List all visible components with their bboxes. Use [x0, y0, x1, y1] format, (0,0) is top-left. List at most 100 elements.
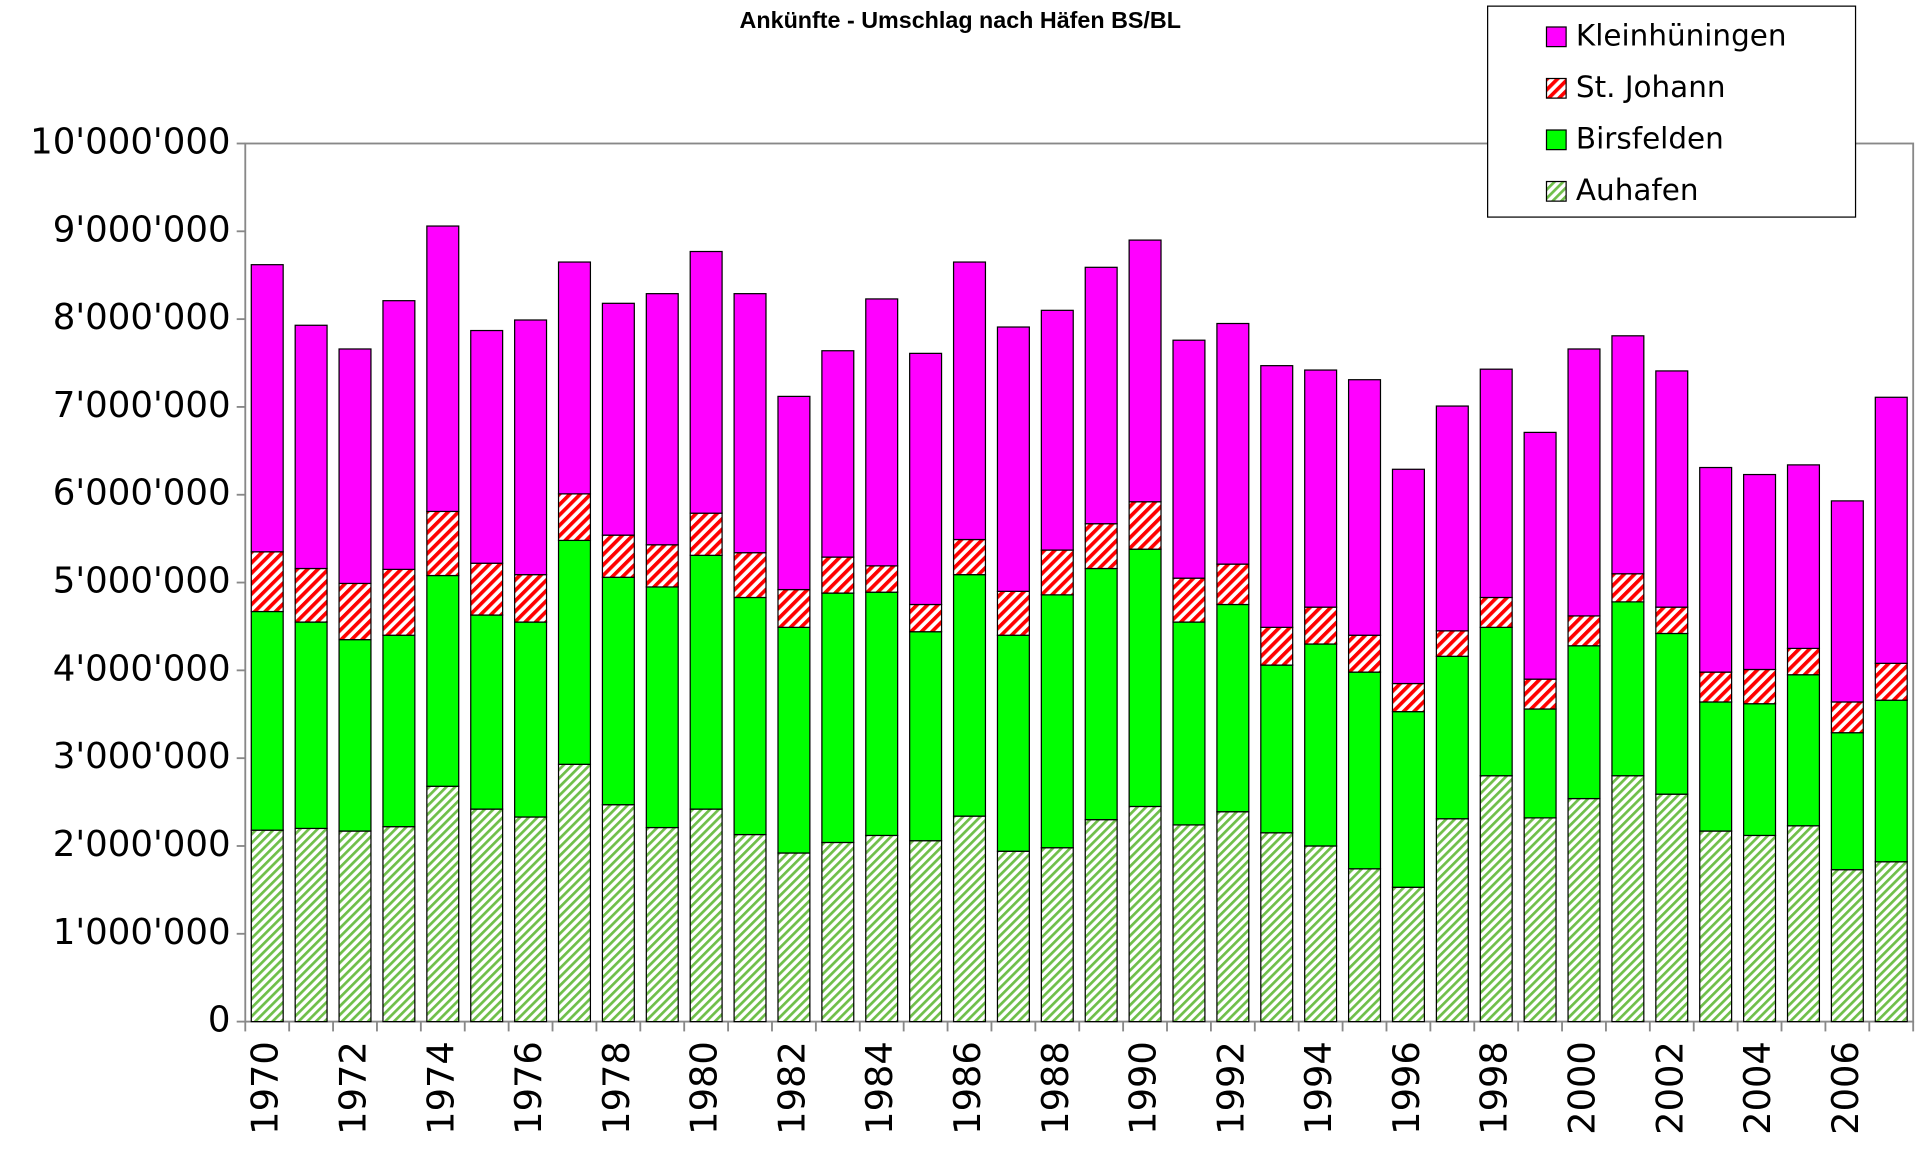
x-tick-label: 1986 [946, 1041, 989, 1135]
y-tick-label: 0 [208, 1000, 231, 1041]
bar-segment [557, 763, 592, 1023]
bar-segment [1830, 732, 1864, 871]
bar-segment [865, 591, 899, 837]
bar-segment [733, 552, 767, 599]
bar-segment [1172, 577, 1206, 623]
bar-segment [1435, 655, 1469, 820]
bar-segment [909, 352, 943, 606]
bar-segment [382, 568, 416, 636]
bar-segment [821, 592, 855, 844]
bar-segment [821, 556, 855, 594]
bar-segment [1874, 861, 1908, 1023]
bar-segment [952, 538, 987, 576]
bar-segment [1216, 811, 1250, 1023]
bar-segment [909, 603, 943, 633]
bar-segment [1786, 825, 1821, 1023]
y-tick-label: 2'000'000 [53, 824, 231, 865]
bar-segment [996, 326, 1030, 592]
y-tick-label: 10'000'000 [30, 121, 230, 162]
bar-segment [1743, 703, 1777, 837]
bar-segment [338, 582, 372, 641]
bar-segment [1479, 775, 1513, 1023]
x-tick-label: 1994 [1297, 1041, 1340, 1135]
bar-segment [470, 808, 504, 1023]
bar-segment [250, 551, 284, 613]
x-tick-label: 1970 [244, 1041, 287, 1135]
bar-segment [1172, 339, 1206, 579]
legend-label: Birsfelden [1576, 121, 1724, 155]
bar-segment [645, 586, 679, 829]
bar-segment [1040, 594, 1074, 849]
bar-segment [1699, 701, 1733, 832]
x-tick-label: 1992 [1209, 1041, 1252, 1135]
bar-segment [1391, 682, 1425, 713]
bar-segment [865, 565, 899, 593]
bar-segment [1216, 322, 1250, 565]
bar-segment [601, 576, 635, 806]
bar-segment [1567, 645, 1601, 800]
bar-segment [601, 302, 635, 536]
bar-segment [821, 841, 855, 1023]
bar-segment [470, 329, 504, 564]
bar-segment [1391, 711, 1425, 888]
y-tick-label: 5'000'000 [53, 561, 231, 602]
bar-segment [338, 639, 372, 832]
bar-segment [1128, 501, 1162, 550]
bar-segment [645, 826, 679, 1023]
bar-segment [645, 544, 679, 588]
bar-segment [1347, 634, 1382, 673]
bar-segment [1786, 674, 1821, 827]
bar-segment [382, 634, 416, 828]
bar-segment [865, 834, 899, 1023]
bar-segment [470, 562, 504, 616]
bar-segment [689, 808, 723, 1023]
legend-swatch [1545, 180, 1567, 202]
bar-segment [294, 827, 328, 1023]
bar-segment [1084, 819, 1118, 1023]
bar-segment [1391, 886, 1425, 1023]
bar-segment [996, 634, 1030, 852]
bar-segment [1347, 671, 1382, 870]
y-tick-label: 9'000'000 [53, 209, 231, 250]
bar-segment [689, 512, 723, 556]
bar-segment [1567, 615, 1601, 647]
bar-segment [689, 250, 723, 514]
bar-segment [426, 574, 460, 787]
bar-segment [514, 319, 548, 576]
bar-segment [1743, 473, 1777, 671]
bar-segment [777, 588, 811, 628]
bar-segment [1304, 643, 1338, 847]
bar-segment [1523, 678, 1557, 710]
bar-segment [338, 348, 372, 585]
bar-segment [821, 350, 855, 558]
bar-segment [1304, 606, 1338, 645]
bar-segment [1699, 830, 1733, 1023]
bar-segment [1128, 805, 1162, 1023]
bar-segment [1523, 431, 1557, 680]
bar-segment [1304, 369, 1338, 608]
bar-segment [557, 539, 592, 765]
bar-segment [645, 293, 679, 546]
y-tick-label: 1'000'000 [53, 912, 231, 953]
bar-segment [777, 852, 811, 1023]
chart-title: Ankünfte - Umschlag nach Häfen BS/BL [740, 7, 1181, 33]
bar-segment [1260, 664, 1294, 834]
bar-segment [1611, 775, 1645, 1023]
x-tick-label: 1982 [770, 1041, 813, 1135]
x-tick-label: 1976 [507, 1041, 550, 1135]
bar-segment [426, 785, 460, 1023]
bar-segment [1830, 500, 1864, 703]
bar-segment [294, 324, 328, 570]
bar-segment [1260, 832, 1294, 1023]
bar-segment [1523, 708, 1557, 819]
bar-segment [909, 840, 943, 1023]
bar-segment [250, 610, 284, 831]
y-tick-label: 4'000'000 [53, 648, 231, 689]
bar-segment [1260, 626, 1294, 666]
bar-segment [294, 567, 328, 623]
bar-segment [996, 850, 1030, 1023]
bar-segment [1479, 596, 1513, 628]
x-tick-label: 2002 [1648, 1041, 1691, 1135]
y-tick-label: 8'000'000 [53, 297, 231, 338]
bar-segment [294, 621, 328, 830]
